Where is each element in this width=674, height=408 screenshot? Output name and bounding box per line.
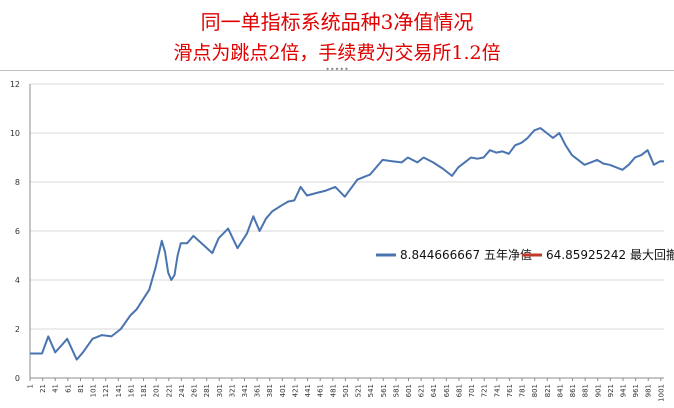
x-tick-label: 381 (266, 384, 274, 397)
y-axis: 0 2 4 6 8 10 12 (10, 80, 31, 383)
x-tick-label: 61 (64, 384, 72, 393)
chart-subtitle: 滑点为跳点2倍，手续费为交易所1.2倍 (173, 42, 501, 64)
x-tick-label: 41 (52, 384, 60, 393)
x-tick-label: 601 (405, 384, 413, 397)
x-tick-label: 661 (443, 384, 451, 397)
x-tick-label: 741 (493, 384, 501, 397)
x-tick-label: 281 (203, 384, 211, 397)
y-tick-label: 8 (15, 178, 20, 187)
x-tick-label: 141 (115, 384, 123, 397)
series-line-0 (30, 127, 665, 361)
x-tick-label: 621 (418, 384, 426, 397)
x-tick-label: 961 (632, 384, 640, 397)
x-tick-label: 301 (216, 384, 224, 397)
x-tick-label: 641 (430, 384, 438, 397)
y-tick-label: 4 (15, 276, 20, 285)
x-tick-label: 221 (165, 384, 173, 397)
x-tick-label: 501 (342, 384, 350, 397)
x-tick-label: 1 (27, 384, 35, 388)
x-tick-label: 681 (455, 384, 463, 397)
x-tick-label: 781 (519, 384, 527, 397)
resize-handle-icon[interactable]: ••••• (325, 65, 349, 74)
x-axis: 1 21 41 61 81 101 121 141 161 181 201 221 241 261 281 3… (27, 378, 665, 402)
x-tick-label: 361 (254, 384, 262, 397)
x-tick-label: 1001 (657, 384, 665, 402)
legend: 8.844666667 五年净值 64.85925242 最大回撤 (376, 247, 674, 262)
x-tick-label: 341 (241, 384, 249, 397)
x-tick-label: 181 (140, 384, 148, 397)
x-tick-label: 441 (304, 384, 312, 397)
y-tick-label: 12 (10, 80, 20, 89)
x-tick-label: 541 (367, 384, 375, 397)
x-tick-label: 901 (594, 384, 602, 397)
y-tick-label: 10 (10, 129, 20, 138)
x-tick-label: 941 (619, 384, 627, 397)
x-tick-label: 581 (392, 384, 400, 397)
x-tick-label: 21 (39, 384, 47, 393)
x-tick-label: 161 (127, 384, 135, 397)
x-tick-label: 461 (317, 384, 325, 397)
x-tick-label: 321 (228, 384, 236, 397)
series-group (30, 127, 665, 361)
x-tick-label: 81 (77, 384, 85, 393)
x-tick-label: 241 (178, 384, 186, 397)
x-tick-label: 761 (506, 384, 514, 397)
x-tick-label: 841 (556, 384, 564, 397)
legend-label-0: 8.844666667 五年净值 (400, 247, 532, 262)
divider (0, 70, 674, 71)
x-tick-label: 561 (380, 384, 388, 397)
gridlines (30, 83, 664, 379)
x-tick-label: 721 (481, 384, 489, 397)
legend-label-1: 64.85925242 最大回撤 (546, 247, 674, 262)
x-tick-label: 981 (645, 384, 653, 397)
y-tick-label: 6 (15, 227, 20, 236)
x-tick-label: 421 (291, 384, 299, 397)
x-tick-label: 401 (279, 384, 287, 397)
x-tick-label: 881 (582, 384, 590, 397)
x-tick-label: 521 (355, 384, 363, 397)
x-tick-label: 801 (531, 384, 539, 397)
x-tick-label: 261 (191, 384, 199, 397)
y-tick-label: 2 (15, 325, 20, 334)
y-tick-label: 0 (15, 374, 20, 383)
x-tick-label: 481 (329, 384, 337, 397)
x-tick-label: 701 (468, 384, 476, 397)
x-tick-label: 201 (153, 384, 161, 397)
x-tick-label: 861 (569, 384, 577, 397)
x-tick-label: 101 (90, 384, 98, 397)
x-tick-label: 121 (102, 384, 110, 397)
chart-title: 同一单指标系统品种3净值情况 (200, 10, 474, 34)
x-tick-label: 921 (607, 384, 615, 397)
x-tick-label: 821 (544, 384, 552, 397)
